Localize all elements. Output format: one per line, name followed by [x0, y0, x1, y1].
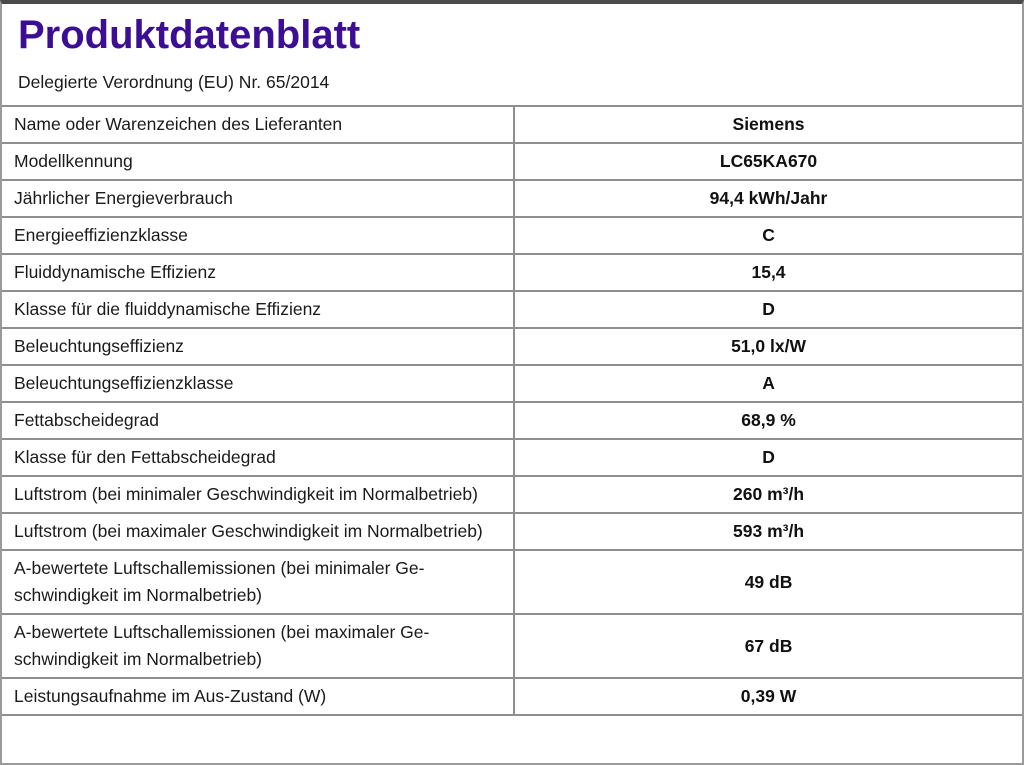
row-label: Luftstrom (bei minimaler Geschwindigkeit… [2, 475, 516, 513]
row-value: C [514, 216, 1022, 254]
spec-table-body: Name oder Warenzeichen des Lieferanten Si… [2, 105, 1022, 716]
row-label: A-bewertete Luftschallemissionen (bei ma… [2, 613, 516, 678]
row-value: D [514, 438, 1022, 476]
row-value: LC65KA670 [514, 142, 1022, 180]
row-value: 593 m³/h [514, 512, 1022, 550]
row-label: Beleuchtungseffizienzklasse [2, 364, 516, 402]
table-row: Fluiddynamische Effizienz 15,4 [2, 253, 1022, 291]
row-label: Fettabscheidegrad [2, 401, 516, 439]
row-value: 68,9 % [514, 401, 1022, 439]
table-row: A-bewertete Luftschallemissionen (bei mi… [2, 549, 1022, 614]
row-label: Fluiddynamische Effizienz [2, 253, 516, 291]
row-value: Siemens [514, 105, 1022, 143]
row-label: Klasse für den Fettabscheidegrad [2, 438, 516, 476]
table-row: Name oder Warenzeichen des Lieferanten Si… [2, 105, 1022, 143]
row-value: 51,0 lx/W [514, 327, 1022, 365]
table-row: Beleuchtungseffizienzklasse A [2, 364, 1022, 402]
row-value: 15,4 [514, 253, 1022, 291]
table-row: Luftstrom (bei minimaler Geschwindigkeit… [2, 475, 1022, 513]
row-value: 0,39 W [514, 677, 1022, 716]
table-row: A-bewertete Luftschallemissionen (bei ma… [2, 613, 1022, 678]
table-row: Energieeffizienzklasse C [2, 216, 1022, 254]
table-row: Modellkennung LC65KA670 [2, 142, 1022, 180]
row-label: A-bewertete Luftschallemissionen (bei mi… [2, 549, 516, 614]
row-label: Name oder Warenzeichen des Lieferanten [2, 105, 516, 143]
row-label: Luftstrom (bei maximaler Geschwindigkeit… [2, 512, 516, 550]
table-row: Fettabscheidegrad 68,9 % [2, 401, 1022, 439]
table-row: Klasse für die fluiddynamische Effizienz… [2, 290, 1022, 328]
row-value: A [514, 364, 1022, 402]
table-row: Beleuchtungseffizienz 51,0 lx/W [2, 327, 1022, 365]
document-header: Produktdatenblatt Delegierte Verordnung … [2, 4, 1022, 93]
row-label: Jährlicher Energieverbrauch [2, 179, 516, 217]
row-label: Modellkennung [2, 142, 516, 180]
specification-table: Name oder Warenzeichen des Lieferanten Si… [2, 105, 1022, 716]
row-value: D [514, 290, 1022, 328]
row-value: 260 m³/h [514, 475, 1022, 513]
table-row: Jährlicher Energieverbrauch 94,4 kWh/Jahr [2, 179, 1022, 217]
row-value: 94,4 kWh/Jahr [514, 179, 1022, 217]
table-row: Leistungsaufnahme im Aus-Zustand (W) 0,39… [2, 677, 1022, 716]
row-label: Beleuchtungseffizienz [2, 327, 516, 365]
row-label: Energieeffizienzklasse [2, 216, 516, 254]
page-title: Produktdatenblatt [18, 13, 361, 57]
regulation-subtitle: Delegierte Verordnung (EU) Nr. 65/2014 [18, 72, 330, 92]
table-row: Luftstrom (bei maximaler Geschwindigkeit… [2, 512, 1022, 550]
table-row: Klasse für den Fettabscheidegrad D [2, 438, 1022, 476]
row-label: Klasse für die fluiddynamische Effizienz [2, 290, 516, 328]
row-label: Leistungsaufnahme im Aus-Zustand (W) [2, 677, 516, 716]
row-value: 67 dB [514, 613, 1022, 678]
row-value: 49 dB [514, 549, 1022, 614]
